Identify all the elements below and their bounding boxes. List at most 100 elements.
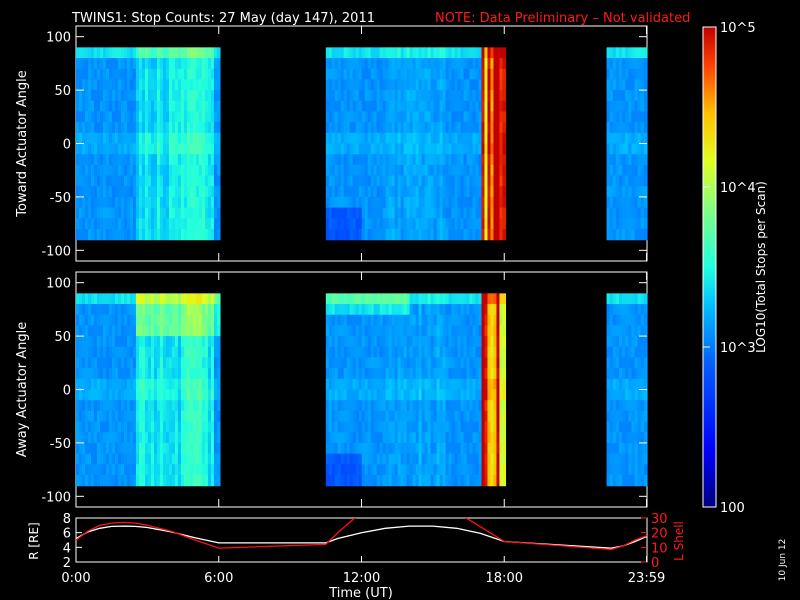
heatmap-cell [361, 122, 366, 134]
heatmap-cell [379, 442, 384, 455]
heatmap-cell [162, 368, 167, 380]
heatmap-cell [484, 314, 489, 327]
heatmap-cell [373, 228, 378, 241]
heatmap-cell [156, 421, 161, 433]
heatmap-cell [454, 368, 459, 380]
heatmap-cell [481, 314, 486, 327]
heatmap-cell [141, 304, 146, 316]
heatmap-cell [204, 432, 209, 444]
heatmap-cell [472, 196, 477, 209]
heatmap-cell [177, 442, 182, 455]
heatmap-cell [376, 58, 381, 70]
heatmap-cell [79, 122, 83, 134]
heatmap-cell [102, 421, 107, 433]
heatmap-cell [475, 207, 480, 219]
heatmap-cell [201, 336, 206, 348]
heatmap-cell [469, 474, 474, 487]
heatmap-cell [382, 186, 387, 198]
heatmap-cell [120, 196, 125, 209]
heatmap-cell [105, 325, 110, 337]
heatmap-cell [609, 325, 614, 337]
heatmap-cell [475, 432, 480, 444]
heatmap-cell [138, 143, 143, 155]
heatmap-cell [90, 474, 95, 487]
heatmap-cell [168, 378, 173, 391]
heatmap-cell [328, 432, 333, 444]
heatmap-cell [96, 346, 101, 359]
heatmap-cell [82, 111, 86, 123]
heatmap-cell [487, 196, 492, 209]
heatmap-cell [108, 196, 113, 209]
heatmap-cell [463, 47, 468, 59]
heatmap-cell [361, 293, 366, 305]
heatmap-cell [436, 47, 441, 59]
heatmap-cell [615, 100, 620, 113]
heatmap-cell [466, 143, 471, 155]
heatmap-cell [153, 132, 158, 145]
right-tick-label: 10 [651, 541, 668, 556]
heatmap-cell [138, 442, 143, 455]
heatmap-cell [195, 90, 200, 102]
heatmap-cell [346, 293, 351, 305]
heatmap-cell [406, 196, 411, 209]
heatmap-cell [376, 143, 381, 155]
heatmap-cell [99, 100, 104, 113]
heatmap-cell [111, 346, 116, 359]
heatmap-cell [466, 218, 471, 230]
heatmap-cell [189, 400, 194, 412]
heatmap-cell [631, 154, 636, 166]
heatmap-cell [135, 357, 140, 369]
heatmap-cell [325, 464, 330, 476]
heatmap-cell [451, 442, 456, 455]
heatmap-cell [138, 68, 143, 81]
heatmap-cell [144, 293, 149, 305]
heatmap-cell [615, 79, 620, 91]
heatmap-cell [93, 378, 98, 391]
heatmap-cell [180, 132, 185, 145]
heatmap-cell [424, 293, 429, 305]
heatmap-cell [373, 421, 378, 433]
heatmap-cell [346, 79, 351, 91]
heatmap-cell [79, 186, 83, 198]
heatmap-cell [606, 400, 611, 412]
heatmap-cell [454, 186, 459, 198]
heatmap-cell [433, 325, 438, 337]
heatmap-cell [352, 228, 357, 241]
heatmap-cell [177, 357, 182, 369]
heatmap-cell [126, 58, 131, 70]
heatmap-cell [126, 325, 131, 337]
heatmap-cell [460, 143, 465, 155]
heatmap-cell [168, 453, 173, 465]
heatmap-cell [469, 111, 474, 123]
heatmap-cell [135, 304, 140, 316]
heatmap-cell [189, 314, 194, 327]
heatmap-cell [376, 111, 381, 123]
heatmap-cell [156, 79, 161, 91]
heatmap-cell [427, 122, 432, 134]
heatmap-cell [99, 68, 104, 81]
heatmap-cell [183, 400, 188, 412]
heatmap-cell [174, 111, 179, 123]
heatmap-cell [615, 304, 620, 316]
heatmap-cell [502, 154, 507, 166]
heatmap-cell [442, 325, 447, 337]
heatmap-cell [189, 175, 194, 187]
heatmap-cell [397, 207, 402, 219]
heatmap-cell [469, 453, 474, 465]
heatmap-cell [355, 79, 360, 91]
heatmap-cell [634, 378, 639, 391]
y-axis-label: Away Actuator Angle [15, 322, 30, 457]
heatmap-cell [144, 368, 149, 380]
heatmap-cell [183, 175, 188, 187]
heatmap-cell [343, 218, 348, 230]
heatmap-cell [177, 421, 182, 433]
heatmap-cell [496, 453, 501, 465]
heatmap-cell [457, 389, 462, 401]
heatmap-cell [343, 68, 348, 81]
heatmap-cell [192, 421, 197, 433]
heatmap-cell [609, 132, 614, 145]
heatmap-cell [442, 218, 447, 230]
heatmap-cell [454, 47, 459, 59]
heatmap-cell [111, 368, 116, 380]
heatmap-cell [79, 207, 83, 219]
